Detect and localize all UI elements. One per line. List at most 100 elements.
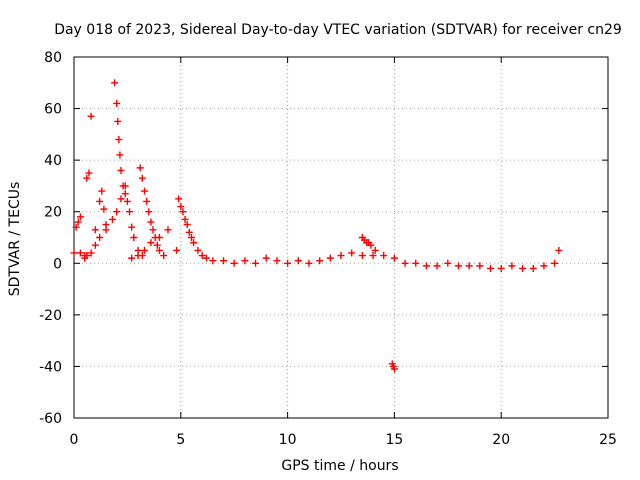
y-tick-label: 20	[44, 205, 62, 221]
data-point	[476, 262, 484, 270]
data-point	[412, 259, 420, 267]
data-point	[85, 169, 93, 177]
data-point	[102, 226, 110, 234]
chart-title: Day 018 of 2023, Sidereal Day-to-day VTE…	[54, 22, 622, 38]
data-point	[337, 252, 345, 260]
data-point	[140, 246, 148, 254]
x-tick-label: 15	[385, 432, 403, 448]
series-3	[175, 195, 210, 262]
data-point	[155, 246, 163, 254]
axis-ticks: 0 5 10 15 20 25 -60 -40 -20 0 20 40 60 80	[39, 50, 617, 448]
data-point	[76, 249, 84, 257]
x-axis-label: GPS time / hours	[281, 458, 398, 474]
y-tick-label: -40	[39, 359, 62, 375]
data-point	[326, 254, 334, 262]
data-point	[380, 252, 388, 260]
plot-frame	[73, 56, 609, 419]
data-point	[390, 254, 398, 262]
data-point	[173, 246, 181, 254]
data-point	[190, 239, 198, 247]
data-point	[444, 259, 452, 267]
y-tick-label: 0	[53, 256, 62, 272]
data-points	[70, 79, 563, 373]
data-point	[123, 197, 131, 205]
data-point	[76, 213, 84, 221]
data-point	[422, 262, 430, 270]
series-0	[70, 112, 110, 260]
data-point	[508, 262, 516, 270]
y-tick-label: 80	[44, 50, 62, 66]
x-tick-label: 20	[492, 432, 510, 448]
data-point	[96, 197, 104, 205]
data-point	[126, 208, 134, 216]
data-point	[316, 257, 324, 265]
x-tick-label: 10	[279, 432, 297, 448]
data-point	[143, 197, 151, 205]
data-point	[433, 262, 441, 270]
data-point	[230, 259, 238, 267]
data-point	[145, 208, 153, 216]
data-point	[401, 259, 409, 267]
data-point	[181, 215, 189, 223]
data-point	[202, 254, 210, 262]
data-point	[98, 187, 106, 195]
data-point	[113, 208, 121, 216]
data-point	[91, 241, 99, 249]
data-point	[198, 252, 206, 260]
series-2	[136, 164, 168, 260]
data-point	[194, 246, 202, 254]
data-point	[454, 262, 462, 270]
data-point	[87, 112, 95, 120]
data-point	[252, 259, 260, 267]
data-point	[147, 218, 155, 226]
data-point	[220, 257, 228, 265]
data-point	[117, 195, 125, 203]
data-point	[187, 234, 195, 241]
y-tick-label: -60	[39, 411, 62, 427]
data-point	[72, 223, 80, 231]
data-point	[497, 264, 505, 272]
data-point	[262, 254, 270, 262]
data-point	[116, 151, 124, 159]
data-point	[128, 254, 136, 262]
data-point	[91, 226, 99, 234]
data-point	[87, 249, 95, 257]
y-tick-label: -20	[39, 308, 62, 324]
y-tick-label: 40	[44, 153, 62, 169]
data-point	[555, 246, 563, 254]
data-point	[115, 136, 123, 144]
x-tick-label: 0	[70, 432, 79, 448]
data-point	[111, 79, 119, 87]
data-point	[529, 264, 537, 272]
data-point	[147, 239, 155, 247]
y-axis-label: SDTVAR / TECUs	[7, 182, 23, 297]
data-point	[179, 208, 187, 216]
data-point	[140, 187, 148, 195]
data-point	[294, 257, 302, 265]
data-point	[369, 252, 377, 260]
data-point	[358, 252, 366, 260]
grid	[74, 57, 608, 418]
data-point	[175, 195, 183, 203]
data-point	[81, 254, 89, 262]
data-point	[128, 223, 136, 231]
data-point	[70, 249, 78, 257]
data-point	[121, 182, 129, 190]
y-tick-label: 60	[44, 102, 62, 118]
data-point	[130, 234, 138, 241]
x-tick-label: 5	[176, 432, 185, 448]
data-point	[185, 228, 193, 236]
data-point	[465, 262, 473, 270]
data-point	[367, 241, 375, 249]
data-point	[390, 365, 398, 373]
data-point	[149, 226, 157, 234]
data-point	[177, 203, 185, 211]
data-point	[305, 259, 313, 267]
data-point	[348, 249, 356, 257]
data-point	[114, 117, 122, 125]
data-point	[183, 221, 191, 229]
data-point	[551, 259, 559, 267]
series-4	[81, 182, 181, 262]
data-point	[108, 215, 116, 223]
